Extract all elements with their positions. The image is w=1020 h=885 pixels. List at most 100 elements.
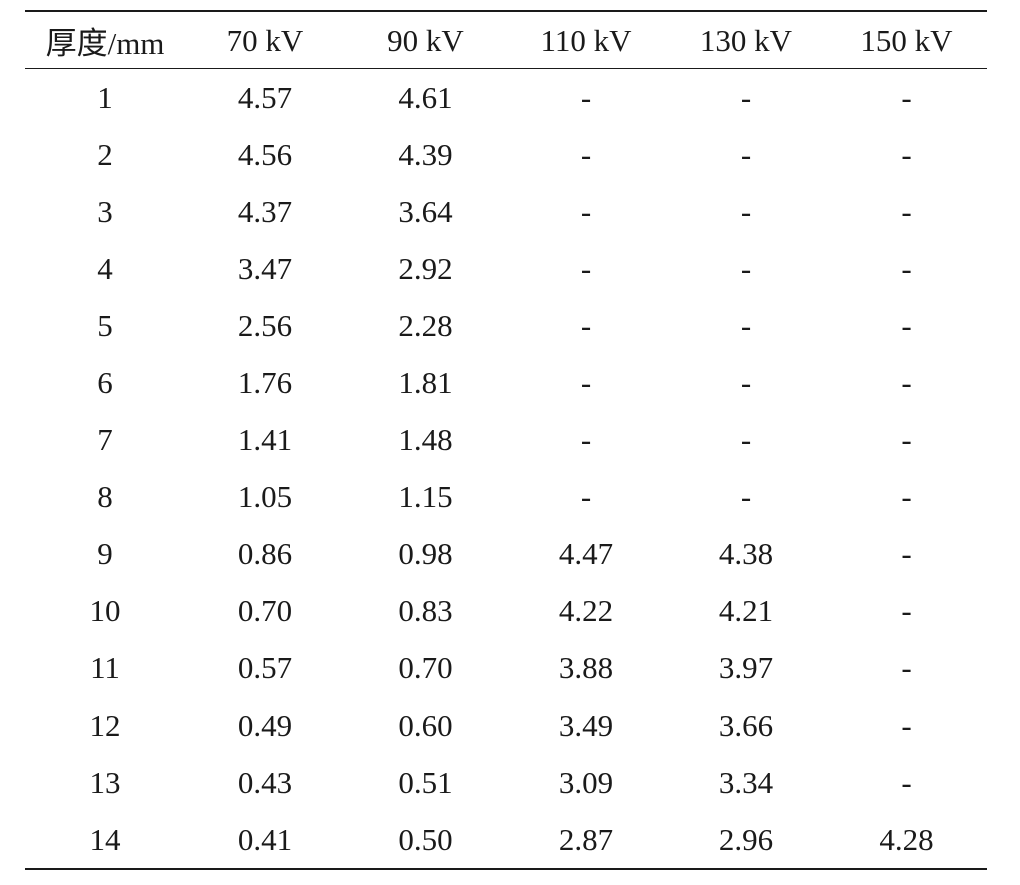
cell-value-90kv: 0.50 <box>398 821 453 857</box>
cell-value-150kv: - <box>901 593 912 629</box>
cell-value-110kv: - <box>580 479 592 515</box>
header-90kv: 90 kV <box>387 22 464 58</box>
cell-value-70kv: 1.41 <box>237 422 293 458</box>
table-bottom-rule <box>25 868 987 870</box>
table-header-rule <box>25 68 987 69</box>
cell-thickness: 11 <box>90 650 120 686</box>
cell-value-130kv: 3.34 <box>718 764 774 800</box>
table-row: 11 0.57 0.70 3.88 3.97 - <box>25 640 987 697</box>
cell-value-110kv: 3.88 <box>558 650 614 686</box>
cell-value-130kv: - <box>740 479 752 515</box>
cell-value-90kv: 4.61 <box>398 79 453 115</box>
data-table: 厚度/mm 70 kV 90 kV 110 kV 130 kV 150 kV 1… <box>25 12 987 868</box>
cell-value-130kv: 3.66 <box>718 707 774 743</box>
cell-value-70kv: 0.43 <box>237 764 293 800</box>
cell-value-150kv: - <box>901 650 912 686</box>
cell-value-70kv: 4.56 <box>237 136 293 172</box>
cell-thickness: 8 <box>97 479 113 515</box>
cell-value-90kv: 0.98 <box>398 536 453 572</box>
cell-value-110kv: 3.09 <box>558 764 614 800</box>
table-row: 10 0.70 0.83 4.22 4.21 - <box>25 583 987 640</box>
cell-value-110kv: - <box>580 193 592 229</box>
cell-value-130kv: - <box>740 193 752 229</box>
cell-value-90kv: 1.81 <box>398 365 453 401</box>
cell-value-70kv: 0.70 <box>237 593 293 629</box>
cell-value-150kv: - <box>901 365 912 401</box>
cell-value-130kv: - <box>740 307 752 343</box>
cell-value-70kv: 0.57 <box>237 650 293 686</box>
table-row: 6 1.76 1.81 - - - <box>25 354 987 411</box>
cell-value-150kv: - <box>901 422 912 458</box>
header-110kv: 110 kV <box>540 22 632 58</box>
cell-thickness: 7 <box>97 422 113 458</box>
cell-value-130kv: - <box>740 79 752 115</box>
cell-value-130kv: - <box>740 365 752 401</box>
header-70kv: 70 kV <box>226 22 304 58</box>
cell-value-70kv: 0.41 <box>237 821 293 857</box>
cell-thickness: 14 <box>89 821 121 857</box>
cell-value-70kv: 2.56 <box>237 307 293 343</box>
cell-value-130kv: 4.38 <box>718 536 774 572</box>
cell-thickness: 13 <box>89 764 121 800</box>
cell-value-150kv: - <box>901 764 912 800</box>
cell-thickness: 12 <box>89 707 121 743</box>
cell-value-110kv: 4.22 <box>558 593 614 629</box>
cell-value-150kv: - <box>901 136 912 172</box>
cell-value-150kv: 4.28 <box>879 821 934 857</box>
cell-value-130kv: 2.96 <box>718 821 774 857</box>
cell-value-150kv: - <box>901 250 912 286</box>
cell-value-110kv: - <box>580 250 592 286</box>
cell-value-70kv: 4.37 <box>237 193 293 229</box>
cell-value-150kv: - <box>901 479 912 515</box>
header-thickness: 厚度/mm <box>45 26 165 61</box>
cell-value-110kv: - <box>580 422 592 458</box>
cell-value-110kv: - <box>580 136 592 172</box>
cell-value-90kv: 3.64 <box>398 193 453 229</box>
cell-value-70kv: 3.47 <box>237 250 293 286</box>
header-150kv: 150 kV <box>860 22 953 58</box>
cell-thickness: 2 <box>97 136 113 172</box>
cell-value-130kv: - <box>740 136 752 172</box>
cell-value-110kv: - <box>580 307 592 343</box>
table-row: 3 4.37 3.64 - - - <box>25 183 987 240</box>
cell-value-90kv: 2.28 <box>398 307 453 343</box>
table-row: 4 3.47 2.92 - - - <box>25 240 987 297</box>
table-header-row: 厚度/mm 70 kV 90 kV 110 kV 130 kV 150 kV <box>25 12 987 69</box>
cell-thickness: 9 <box>97 536 113 572</box>
cell-value-110kv: - <box>580 365 592 401</box>
cell-value-90kv: 1.48 <box>398 422 453 458</box>
cell-value-150kv: - <box>901 307 912 343</box>
cell-value-70kv: 1.05 <box>237 479 293 515</box>
cell-value-70kv: 1.76 <box>237 365 293 401</box>
table-row: 7 1.41 1.48 - - - <box>25 412 987 469</box>
cell-thickness: 5 <box>97 307 113 343</box>
cell-value-150kv: - <box>901 79 912 115</box>
cell-value-70kv: 0.86 <box>237 536 293 572</box>
table-row: 12 0.49 0.60 3.49 3.66 - <box>25 697 987 754</box>
cell-value-110kv: - <box>580 79 592 115</box>
cell-value-70kv: 4.57 <box>237 79 293 115</box>
table-top-rule <box>25 10 987 12</box>
cell-value-110kv: 3.49 <box>558 707 614 743</box>
cell-value-90kv: 0.70 <box>398 650 453 686</box>
table-row: 5 2.56 2.28 - - - <box>25 297 987 354</box>
table-body: 1 4.57 4.61 - - - 2 4.56 4.39 - - - 3 4.37 3.64 - - - 4 3.4… <box>25 69 987 868</box>
cell-thickness: 6 <box>97 365 113 401</box>
table-row: 14 0.41 0.50 2.87 2.96 4.28 <box>25 811 987 868</box>
cell-value-130kv: - <box>740 250 752 286</box>
table-row: 1 4.57 4.61 - - - <box>25 69 987 126</box>
table-row: 13 0.43 0.51 3.09 3.34 - <box>25 754 987 811</box>
cell-value-110kv: 2.87 <box>558 821 614 857</box>
cell-thickness: 10 <box>89 593 121 629</box>
table-row: 9 0.86 0.98 4.47 4.38 - <box>25 526 987 583</box>
cell-thickness: 4 <box>97 250 113 286</box>
cell-value-110kv: 4.47 <box>558 536 614 572</box>
cell-value-90kv: 4.39 <box>398 136 453 172</box>
table-row: 2 4.56 4.39 - - - <box>25 126 987 183</box>
cell-value-90kv: 0.60 <box>398 707 453 743</box>
cell-value-130kv: 3.97 <box>718 650 774 686</box>
cell-thickness: 3 <box>97 193 113 229</box>
cell-value-150kv: - <box>901 193 912 229</box>
cell-value-70kv: 0.49 <box>237 707 293 743</box>
cell-value-130kv: 4.21 <box>718 593 774 629</box>
